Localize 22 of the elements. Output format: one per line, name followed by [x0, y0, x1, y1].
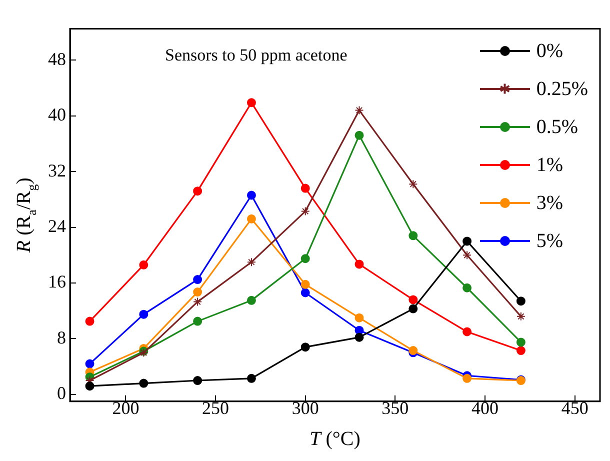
x-tick-label: 350	[382, 398, 409, 418]
x-tick-label: 450	[561, 398, 588, 418]
y-tick-label: 0	[57, 383, 66, 404]
legend-label: 0.5%	[536, 116, 578, 138]
x-tick-label: 250	[202, 398, 230, 418]
x-tick-label: 300	[292, 398, 319, 418]
y-tick-label: 24	[48, 216, 66, 236]
legend-label: 0.25%	[536, 78, 588, 100]
x-tick-label: 400	[472, 398, 499, 418]
y-tick-label: 16	[48, 272, 66, 292]
y-tick-label: 32	[48, 160, 66, 180]
legend-label: 0%	[536, 40, 563, 62]
legend-label: 1%	[536, 154, 563, 176]
legend-label: 3%	[536, 192, 563, 214]
y-tick-label: 8	[57, 327, 66, 348]
legend-label: 5%	[536, 230, 563, 252]
x-tick-label: 200	[112, 398, 140, 418]
x-axis-title: T (°C)	[310, 428, 360, 450]
y-axis-title: R (Ra/Rg)	[13, 178, 39, 254]
y-tick-label: 40	[48, 104, 66, 125]
annotation: Sensors to 50 ppm acetone	[165, 45, 348, 64]
y-tick-label: 48	[48, 48, 66, 69]
